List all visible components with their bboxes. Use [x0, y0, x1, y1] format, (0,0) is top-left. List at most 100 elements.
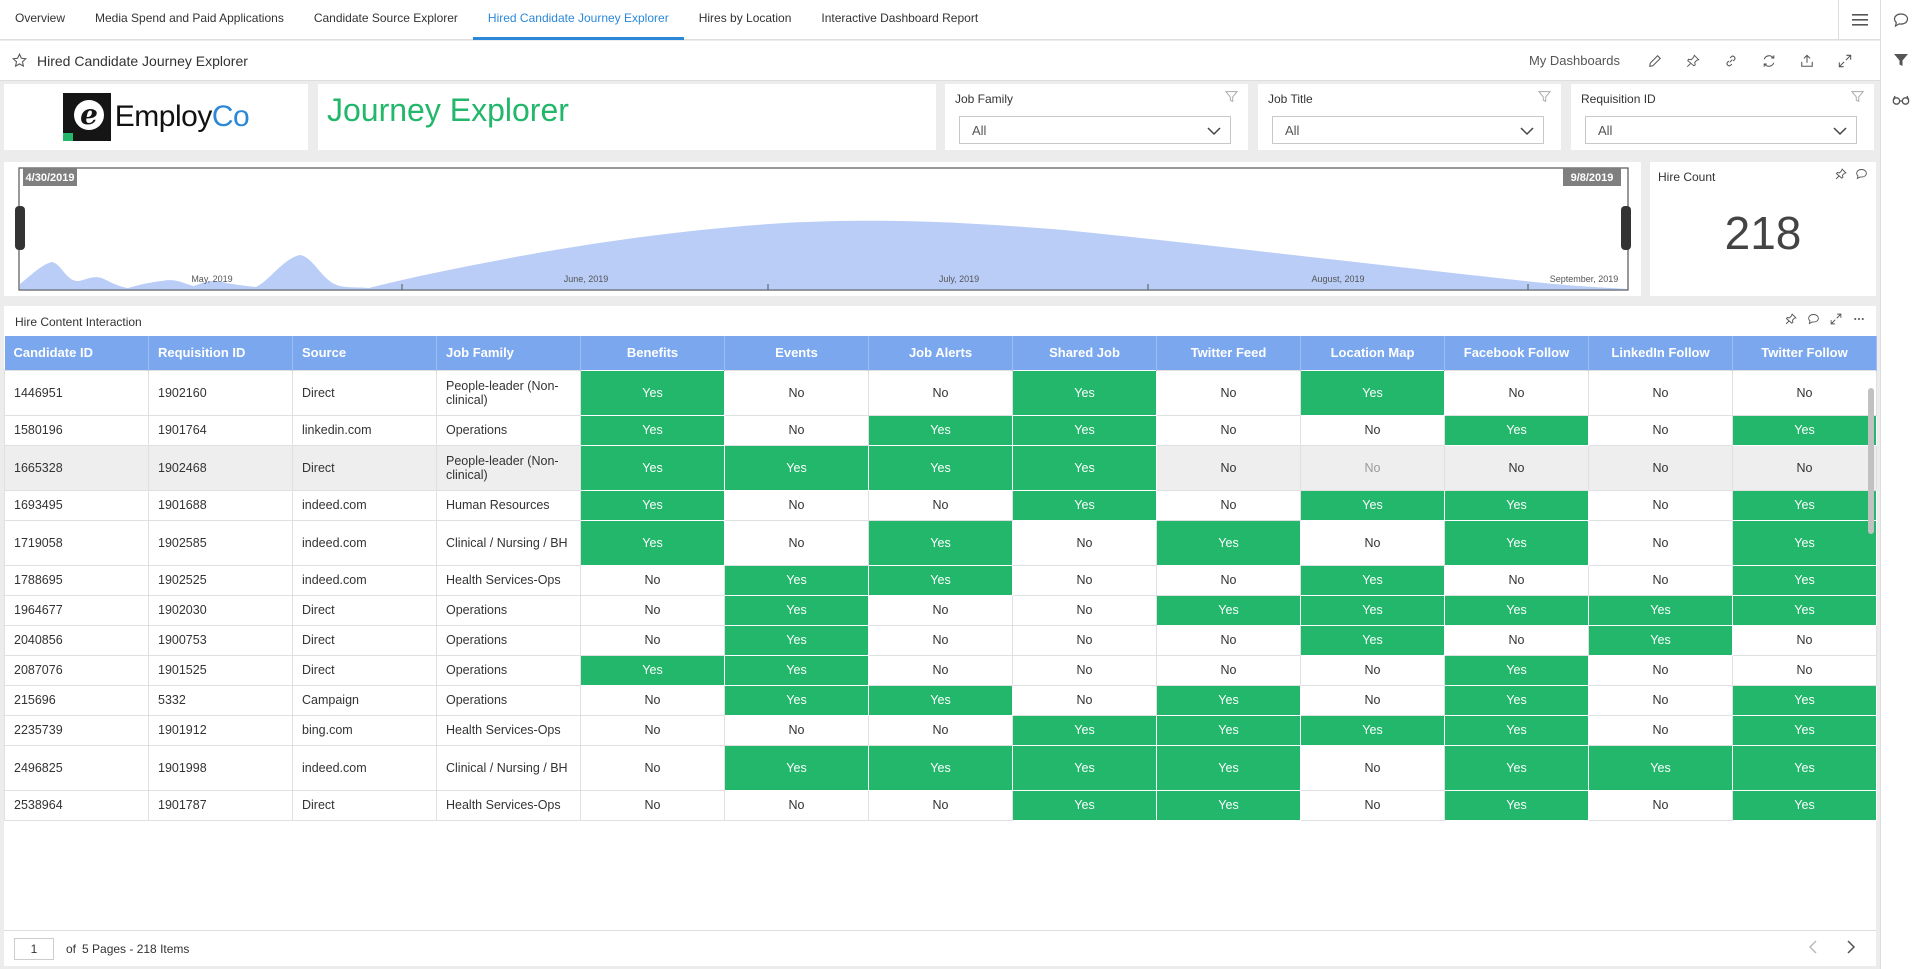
- column-header[interactable]: Benefits: [580, 336, 725, 370]
- interaction-cell: No: [868, 714, 1013, 746]
- table-row[interactable]: 1580196 1901764 linkedin.com Operations Yes N…: [4, 414, 1877, 446]
- job-title-filter: Job Title All: [1258, 84, 1561, 150]
- interaction-cell: Yes: [1444, 414, 1589, 446]
- column-header[interactable]: Twitter Follow: [1732, 336, 1877, 370]
- pin-button[interactable]: [1674, 46, 1712, 76]
- column-header[interactable]: Source: [292, 336, 437, 370]
- interaction-cell: Yes: [1300, 714, 1445, 746]
- interaction-cell: No: [1012, 654, 1157, 686]
- column-header[interactable]: Candidate ID: [4, 336, 149, 370]
- interaction-cell: No: [1588, 684, 1733, 716]
- glasses-button[interactable]: [1881, 80, 1920, 120]
- table-row[interactable]: 1446951 1902160 Direct People-leader (Non-c…: [4, 369, 1877, 416]
- table-more-button[interactable]: [1852, 313, 1866, 328]
- column-header[interactable]: Facebook Follow: [1444, 336, 1589, 370]
- table-row[interactable]: 2087076 1901525 Direct Operations Yes Yes No No…: [4, 654, 1877, 686]
- job-family-select[interactable]: All: [959, 116, 1231, 144]
- interaction-cell: Yes: [1156, 744, 1301, 791]
- edit-button[interactable]: [1636, 46, 1674, 76]
- column-header[interactable]: Requisition ID: [148, 336, 293, 370]
- table-pin-button[interactable]: [1785, 313, 1797, 328]
- kpi-pin-button[interactable]: [1835, 168, 1847, 183]
- tab-hires-by-location[interactable]: Hires by Location: [698, 11, 792, 25]
- interaction-cell: Yes: [580, 414, 725, 446]
- comment-icon: [1808, 314, 1819, 325]
- interaction-cell: Yes: [724, 624, 869, 656]
- filter-funnel-icon[interactable]: [1537, 90, 1552, 106]
- journey-title-panel: Journey Explorer: [318, 84, 936, 150]
- filter-funnel-icon[interactable]: [1850, 90, 1865, 106]
- favorite-star-button[interactable]: [12, 53, 27, 68]
- table-cell: Direct: [292, 369, 437, 416]
- share-button[interactable]: [1788, 46, 1826, 76]
- page-number-input[interactable]: 1: [14, 937, 54, 960]
- interaction-cell: No: [1588, 564, 1733, 596]
- table-cell: 1580196: [4, 414, 149, 446]
- table-row[interactable]: 2040856 1900753 Direct Operations No Yes No No N…: [4, 624, 1877, 656]
- table-row[interactable]: 1665328 1902468 Direct People-leader (Non-c…: [4, 444, 1877, 491]
- tab-overview[interactable]: Overview: [15, 11, 66, 25]
- start-handle[interactable]: [15, 206, 25, 250]
- table-row[interactable]: 1964677 1902030 Direct Operations No Yes No No Y…: [4, 594, 1877, 626]
- column-header[interactable]: Job Alerts: [868, 336, 1013, 370]
- table-row[interactable]: 2235739 1901912 bing.com Health Services-Op…: [4, 714, 1877, 746]
- requisition-id-select[interactable]: All: [1585, 116, 1857, 144]
- pager-of-label: of: [66, 941, 77, 956]
- start-date-badge: [23, 168, 77, 186]
- interaction-cell: No: [868, 654, 1013, 686]
- table-comment-button[interactable]: [1807, 313, 1820, 328]
- interaction-cell: No: [1732, 624, 1877, 656]
- column-header[interactable]: Shared Job: [1012, 336, 1157, 370]
- logo-text-accent: Co: [211, 100, 250, 133]
- table-row[interactable]: 1788695 1902525 indeed.com Health Services-…: [4, 564, 1877, 596]
- tab-candidate-source-explorer[interactable]: Candidate Source Explorer: [313, 11, 458, 25]
- hamburger-menu-button[interactable]: [1838, 0, 1880, 40]
- interaction-cell: Yes: [580, 654, 725, 686]
- column-header[interactable]: Events: [724, 336, 869, 370]
- tab-hired-candidate-journey-explorer[interactable]: Hired Candidate Journey Explorer: [472, 0, 684, 40]
- kpi-label: Hire Count: [1658, 170, 1716, 184]
- table-expand-button[interactable]: [1830, 313, 1842, 328]
- interaction-cell: No: [580, 744, 725, 791]
- interaction-cell: No: [580, 564, 725, 596]
- interaction-cell: Yes: [1732, 594, 1877, 626]
- table-row[interactable]: 1693495 1901688 indeed.com Human Resources Y…: [4, 489, 1877, 521]
- column-header[interactable]: LinkedIn Follow: [1588, 336, 1733, 370]
- table-row[interactable]: 2538964 1901787 Direct Health Services-Ops N…: [4, 789, 1877, 821]
- interaction-cell: No: [1300, 519, 1445, 566]
- link-button[interactable]: [1712, 46, 1750, 76]
- table-row[interactable]: 1719058 1902585 indeed.com Clinical / Nursi…: [4, 519, 1877, 566]
- filter-panel-button[interactable]: [1881, 40, 1920, 80]
- table-row[interactable]: 2496825 1901998 indeed.com Clinical / Nursi…: [4, 744, 1877, 791]
- refresh-button[interactable]: [1750, 46, 1788, 76]
- table-cell: 1901912: [148, 714, 293, 746]
- table-cell: 215696: [4, 684, 149, 716]
- column-header[interactable]: Twitter Feed: [1156, 336, 1301, 370]
- tab-interactive-dashboard-report[interactable]: Interactive Dashboard Report: [821, 11, 979, 25]
- my-dashboards-link[interactable]: My Dashboards: [1528, 53, 1620, 68]
- interaction-cell: No: [1156, 414, 1301, 446]
- interaction-cell: Yes: [1156, 519, 1301, 566]
- column-header[interactable]: Job Family: [436, 336, 581, 370]
- comments-button[interactable]: [1881, 0, 1920, 40]
- next-page-button[interactable]: [1846, 940, 1856, 957]
- tab-media-spend[interactable]: Media Spend and Paid Applications: [95, 11, 284, 25]
- hamburger-icon: [1851, 14, 1868, 26]
- table-cell: Campaign: [292, 684, 437, 716]
- column-header[interactable]: Location Map: [1300, 336, 1445, 370]
- previous-page-button[interactable]: [1808, 940, 1818, 957]
- table-row[interactable]: 215696 5332 Campaign Operations No Yes Yes No Ye…: [4, 684, 1877, 716]
- select-value: All: [972, 122, 987, 138]
- table-scrollbar[interactable]: [1868, 388, 1874, 534]
- filter-funnel-icon[interactable]: [1224, 90, 1239, 106]
- logo-mark: e: [62, 93, 111, 141]
- kpi-comment-button[interactable]: [1855, 168, 1868, 183]
- interaction-cell: No: [868, 624, 1013, 656]
- table-cell: 1902160: [148, 369, 293, 416]
- interaction-cell: Yes: [1588, 624, 1733, 656]
- fullscreen-button[interactable]: [1826, 46, 1864, 76]
- job-title-select[interactable]: All: [1272, 116, 1544, 144]
- end-handle[interactable]: [1621, 206, 1631, 250]
- interaction-cell: No: [1444, 369, 1589, 416]
- table-cell: Operations: [436, 624, 581, 656]
